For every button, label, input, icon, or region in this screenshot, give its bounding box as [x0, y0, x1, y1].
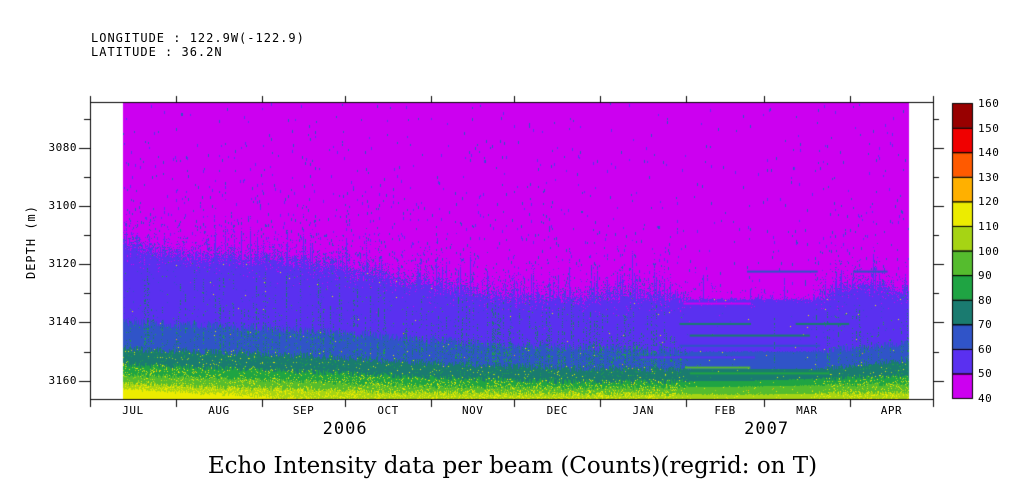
- month-tick-label: AUG: [208, 404, 230, 417]
- month-tick-label: MAR: [796, 404, 818, 417]
- colorbar-tick-label: 80: [978, 293, 993, 307]
- month-tick-label: DEC: [546, 404, 568, 417]
- colorbar-tick-label: 130: [978, 170, 1000, 184]
- depth-tick-label: 3160: [48, 373, 77, 387]
- colorbar-tick-label: 160: [978, 97, 1000, 110]
- colorbar-tick-label: 110: [978, 219, 1000, 233]
- year-label: 2006: [322, 419, 368, 439]
- year-label: 2007: [744, 419, 790, 439]
- colorbar-tick-label: 60: [978, 342, 993, 356]
- colorbar-tick-label: 150: [978, 121, 1000, 135]
- colorbar-tick-label: 50: [978, 367, 993, 381]
- depth-axis-label: DEPTH (m): [24, 204, 38, 280]
- month-tick-label: OCT: [377, 404, 399, 417]
- depth-tick-label: 3120: [48, 257, 77, 271]
- plot-title: Echo Intensity data per beam (Counts)(re…: [207, 453, 818, 479]
- colorbar-tick-label: 140: [978, 146, 1000, 160]
- month-tick-label: NOV: [461, 404, 484, 417]
- month-tick-label: FEB: [714, 404, 736, 417]
- month-tick-label: SEP: [292, 404, 315, 417]
- month-tick-label: APR: [880, 404, 903, 417]
- depth-tick-label: 3140: [48, 315, 77, 329]
- colorbar-tick-label: 100: [978, 244, 1000, 258]
- colorbar-tick-label: 70: [978, 318, 993, 332]
- colorbar-tick-label: 90: [978, 269, 993, 283]
- longitude-label: LONGITUDE : 122.9W(-122.9): [91, 31, 305, 45]
- colorbar-tick-label: 120: [978, 195, 1000, 209]
- depth-tick-label: 3080: [48, 140, 77, 154]
- depth-tick-label: 3100: [48, 199, 77, 213]
- colorbar-tick-label: 40: [978, 392, 993, 405]
- month-tick-label: JAN: [632, 404, 654, 417]
- latitude-label: LATITUDE : 36.2N: [91, 45, 223, 59]
- month-tick-label: JUL: [122, 404, 144, 417]
